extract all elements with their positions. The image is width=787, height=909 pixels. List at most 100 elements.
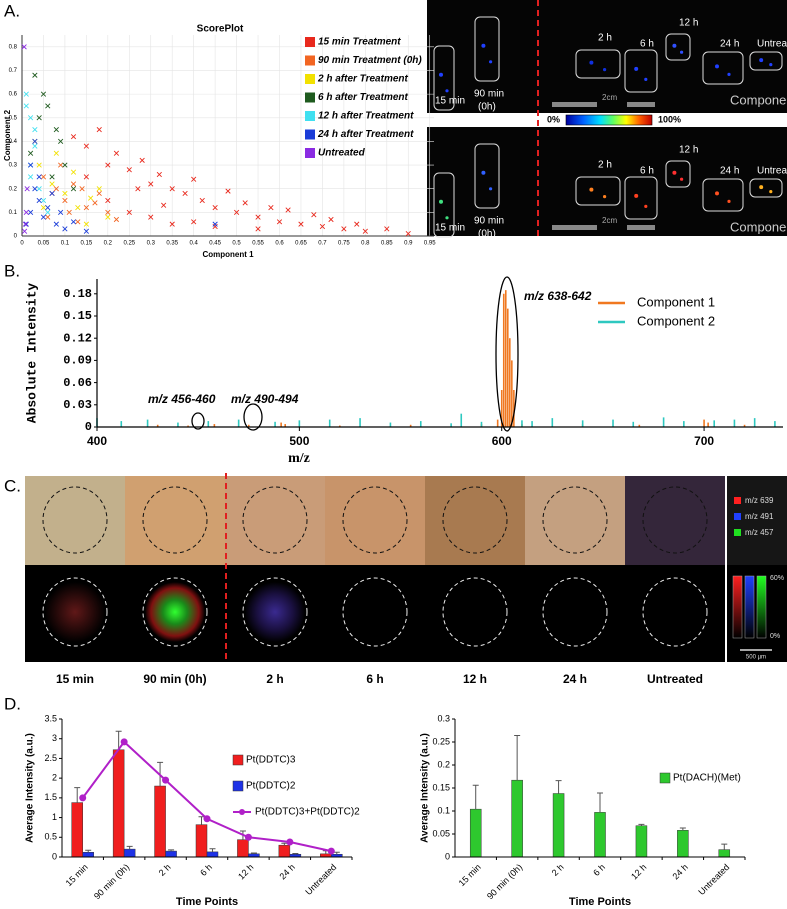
bar (677, 830, 689, 858)
optical-image (125, 476, 225, 565)
error-bar (514, 735, 521, 781)
y-tick-label: 0.5 (9, 115, 18, 121)
cell-contour (142, 577, 208, 647)
point (96, 186, 102, 192)
cell-contour (542, 486, 608, 554)
point (83, 174, 89, 180)
legend-swatch (305, 111, 315, 121)
x-tick-label: 700 (694, 434, 714, 448)
point (285, 207, 291, 213)
time-label: 6 h (366, 672, 383, 686)
y-tick-label: 0 (52, 851, 57, 861)
x-tick-label: 90 min (0h) (485, 862, 524, 901)
point (40, 214, 47, 220)
time-label: (0h) (478, 229, 496, 240)
x-tick-label: 0.3 (147, 241, 156, 247)
x-tick-label: 15 min (64, 862, 90, 888)
cell-contour (42, 486, 108, 554)
error-bar (126, 845, 133, 850)
y-tick-label: 0.2 (437, 759, 450, 769)
time-label: (0h) (478, 102, 496, 113)
x-tick-label: 12 h (236, 862, 255, 881)
point (255, 226, 261, 232)
point (22, 221, 29, 227)
cell-spot (680, 177, 684, 181)
optical-image (225, 476, 325, 565)
panel-label: C. (4, 476, 21, 495)
cell-outline (702, 51, 744, 85)
ms-image (425, 565, 525, 662)
panel-label: A. (4, 1, 20, 20)
component-label: Component 2 (730, 219, 787, 234)
panel-label: D. (4, 694, 21, 713)
legend-swatch (305, 148, 315, 158)
error-bar (209, 848, 216, 852)
point (40, 91, 47, 97)
bar (195, 824, 208, 858)
legend-label: 2 h after Treatment (317, 74, 409, 85)
cell-spot (759, 58, 764, 63)
y-tick-label: 1 (52, 812, 57, 822)
point (53, 126, 59, 133)
point (255, 214, 261, 220)
cell-spot (727, 199, 731, 203)
point (24, 186, 30, 192)
x-tick-label: 0 (20, 241, 24, 247)
colorbar (732, 575, 743, 639)
point (32, 186, 38, 192)
x-tick-label: 2 h (550, 862, 566, 878)
bar (718, 849, 731, 858)
x-tick-label: 6 h (591, 862, 607, 878)
x-tick-label: Untreated (696, 862, 731, 897)
point (53, 221, 59, 227)
point (70, 186, 77, 192)
point (148, 214, 154, 220)
point (36, 174, 42, 180)
x-axis-label: Time Points (176, 896, 238, 908)
cell-contour (342, 486, 408, 554)
y-tick-label: 0.15 (63, 309, 92, 323)
point (405, 231, 411, 237)
bar (123, 848, 136, 858)
point (62, 162, 68, 168)
point (268, 205, 274, 211)
point (75, 205, 81, 211)
ms-image (325, 565, 425, 662)
error-bar (250, 852, 257, 854)
y-tick-label: 0.06 (63, 376, 92, 390)
point (83, 143, 89, 149)
point (49, 174, 55, 180)
optical-image (325, 476, 425, 565)
error-bar (555, 780, 562, 794)
point (298, 221, 304, 227)
point (23, 221, 29, 227)
point (66, 209, 72, 215)
x-axis-label: m/z (288, 451, 310, 466)
line-marker (120, 738, 128, 746)
point (49, 190, 55, 197)
signal (245, 582, 305, 642)
line-marker (244, 833, 252, 841)
cell-outline (624, 49, 658, 93)
cell-outline (665, 160, 691, 188)
point (27, 209, 34, 215)
y-tick-label: 0.25 (432, 736, 450, 746)
time-label: 12 h (679, 145, 698, 156)
cell-outline (702, 178, 744, 212)
x-tick-label: 0.65 (295, 241, 307, 247)
x-tick-label: 0.15 (81, 241, 93, 247)
legend-label: Component 1 (637, 294, 715, 309)
point (169, 186, 175, 192)
point (62, 190, 68, 197)
time-label: 6 h (640, 166, 654, 177)
line-marker (162, 776, 170, 784)
legend-swatch (305, 92, 315, 103)
legend-label: Pt(DDTC)3+Pt(DDTC)2 (255, 807, 360, 818)
y-tick-label: 0 (85, 420, 92, 434)
point (341, 226, 347, 232)
legend-marker (239, 809, 245, 815)
y-tick-label: 0.15 (432, 782, 450, 792)
cell-spot (680, 50, 684, 54)
point (96, 126, 102, 133)
